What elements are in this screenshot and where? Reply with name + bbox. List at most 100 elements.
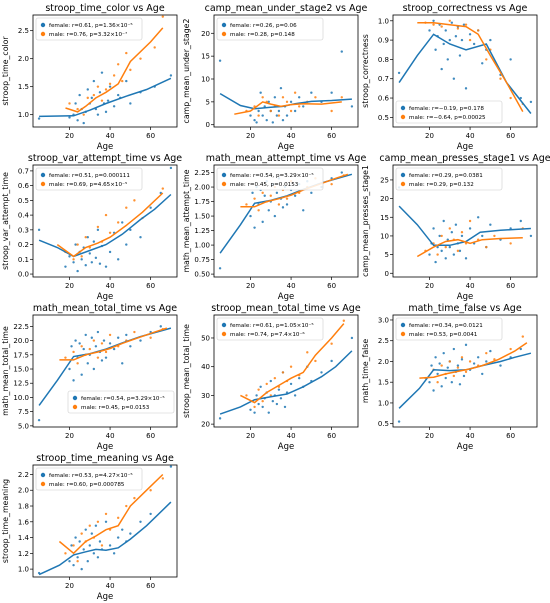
data-point-male: [245, 203, 248, 206]
data-point-female: [434, 260, 437, 264]
data-point-female: [92, 240, 96, 243]
y-tick-label: 1.6: [18, 518, 30, 526]
y-tick-label: 1.50: [194, 213, 210, 221]
data-point-female: [297, 96, 301, 99]
data-point-male: [261, 96, 264, 99]
data-point-male: [265, 382, 268, 386]
chart-title: math_mean_total_time vs Age: [33, 303, 177, 314]
data-point-male: [108, 333, 112, 337]
data-point-female: [481, 372, 484, 376]
data-point-female: [125, 333, 128, 337]
data-point-female: [267, 209, 270, 212]
data-point-female: [78, 93, 81, 97]
chart-panel: stroop_var_attempt_time vs Age 20 40 60 Age 0…: [1, 153, 182, 302]
data-point-female: [529, 100, 533, 104]
data-point-male: [133, 199, 136, 202]
data-point-male: [452, 374, 456, 378]
legend-box: [35, 17, 143, 41]
data-point-female: [80, 567, 83, 571]
data-point-female: [285, 114, 289, 117]
y-axis-label: stroop_mean_total_time: [182, 324, 191, 418]
data-point-female: [90, 261, 94, 264]
data-point-female: [169, 465, 173, 468]
data-point-female: [68, 116, 71, 119]
legend: female: r=0.54, p=3.29×10⁻⁵ male: r=0.45,…: [216, 167, 324, 191]
data-point-female: [253, 411, 256, 414]
legend-label-female: female: r=0.54, p=3.29×10⁻⁵: [230, 172, 314, 179]
data-point-female: [397, 420, 401, 423]
data-point-female: [249, 214, 252, 218]
chart-panel: stroop_mean_total_time vs Age 20 40 60 Age 20…: [182, 303, 361, 452]
data-point-female: [460, 358, 464, 361]
data-point-female: [265, 118, 268, 122]
data-point-female: [460, 234, 464, 238]
data-point-female: [397, 71, 401, 75]
data-point-female: [428, 253, 431, 256]
x-tick-label: 60: [327, 132, 336, 140]
y-tick-label: 30: [201, 392, 210, 400]
series-group: [218, 319, 354, 420]
data-point-female: [121, 362, 124, 365]
data-point-female: [259, 91, 262, 94]
data-point-female: [350, 336, 354, 340]
data-point-female: [442, 351, 445, 355]
data-point-female: [320, 371, 323, 374]
data-point-male: [64, 356, 67, 359]
y-tick-label: 15: [380, 214, 389, 222]
data-point-female: [452, 77, 456, 80]
data-point-female: [96, 228, 100, 232]
data-point-female: [452, 347, 456, 351]
x-tick-label: 40: [287, 132, 296, 140]
x-axis-label: Age: [278, 442, 294, 452]
data-point-female: [432, 19, 435, 22]
x-tick-label: 20: [65, 282, 74, 290]
data-point-male: [76, 243, 79, 246]
legend: female: r=0.29, p=0.0381 male: r=0.29, p=…: [395, 167, 503, 191]
legend-label-male: male: r=0.29, p=0.132: [409, 182, 474, 188]
x-tick-label: 20: [65, 432, 74, 440]
y-tick-label: 3.0: [378, 316, 389, 324]
data-point-female: [434, 48, 437, 51]
data-point-male: [456, 27, 460, 30]
data-point-female: [98, 540, 102, 543]
data-point-female: [102, 339, 106, 342]
y-tick-label: 0.5: [378, 114, 389, 122]
data-point-female: [64, 265, 67, 268]
y-tick-label: 20.0: [13, 337, 29, 345]
legend-marker-female: [400, 322, 406, 328]
data-point-female: [462, 23, 466, 26]
y-tick-label: 7.5: [18, 408, 29, 416]
y-tick-label: 12.5: [13, 380, 29, 388]
data-point-male: [116, 516, 120, 520]
data-point-female: [330, 91, 333, 94]
legend-marker-male: [40, 181, 46, 187]
data-point-female: [125, 79, 128, 83]
chart-title: math_mean_attempt_time vs Age: [206, 153, 367, 164]
data-point-male: [125, 206, 128, 209]
data-point-female: [129, 228, 132, 232]
data-point-female: [108, 544, 112, 547]
data-point-female: [70, 544, 73, 547]
data-point-female: [149, 206, 152, 209]
data-point-male: [88, 347, 91, 351]
data-point-male: [448, 360, 451, 363]
data-point-female: [80, 373, 83, 376]
data-point-female: [259, 385, 262, 388]
data-point-male: [96, 356, 100, 359]
legend-marker-male: [221, 331, 227, 337]
data-point-female: [275, 191, 279, 195]
data-point-male: [161, 477, 165, 480]
legend-label-male: male: r=0.76, p=3.32×10⁻⁷: [49, 31, 127, 38]
legend-marker-male: [40, 31, 46, 37]
y-tick-label: 2.25: [194, 169, 210, 177]
data-point-female: [448, 245, 451, 249]
data-point-female: [84, 264, 87, 267]
x-tick-label: 60: [146, 432, 155, 440]
data-point-male: [72, 258, 75, 261]
data-point-female: [261, 405, 264, 409]
data-point-male: [161, 187, 165, 190]
data-point-female: [253, 226, 256, 229]
x-tick-label: 60: [506, 132, 515, 140]
data-point-male: [440, 234, 443, 238]
data-point-male: [440, 25, 443, 28]
